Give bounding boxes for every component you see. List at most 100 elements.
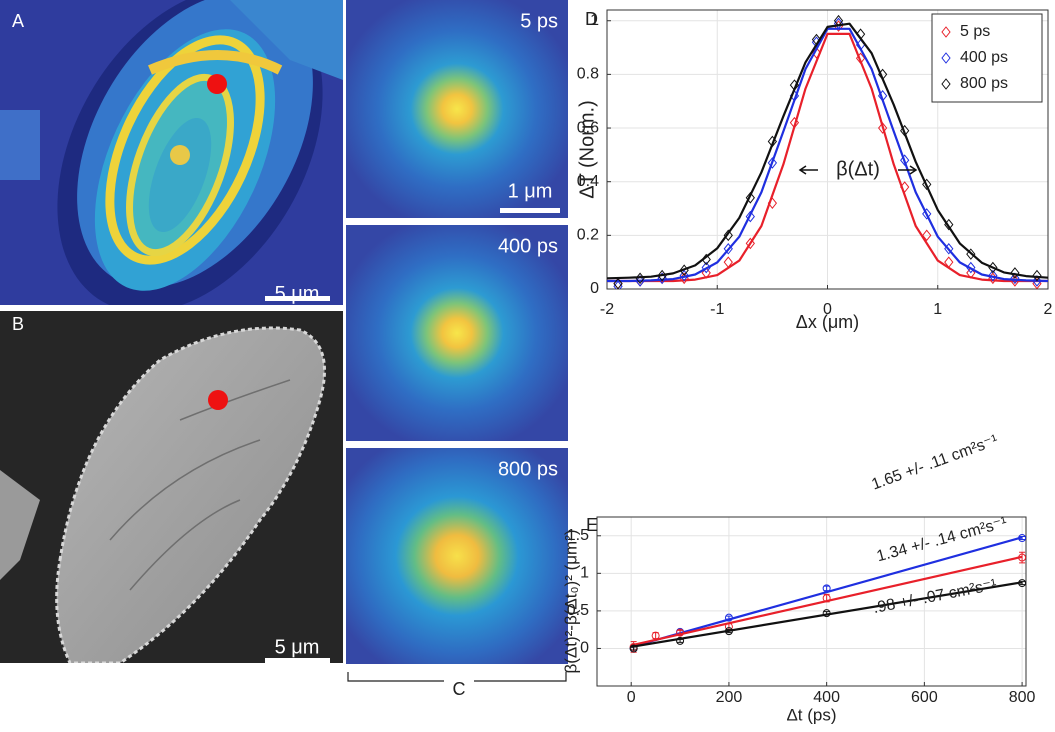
marker — [723, 256, 733, 268]
marker — [900, 124, 910, 137]
marker — [944, 256, 954, 268]
marker — [767, 135, 778, 148]
y-tick-label: 0.6 — [577, 119, 599, 136]
marker — [723, 229, 733, 242]
marker — [789, 79, 800, 91]
y-tick-label: 0.8 — [577, 66, 599, 83]
marker — [679, 264, 689, 277]
plot-frame — [606, 9, 1049, 290]
marker — [855, 52, 866, 65]
marker — [701, 261, 711, 274]
panel-label: B — [12, 314, 24, 334]
scale-bar-label: 5 μm — [275, 283, 320, 305]
marker — [635, 272, 645, 285]
scale-bar — [265, 296, 330, 301]
marker — [822, 609, 831, 618]
plot-frame — [596, 516, 1027, 687]
marker — [988, 269, 998, 282]
panel-a-image — [0, 0, 343, 305]
marker — [789, 116, 800, 129]
marker — [676, 636, 685, 645]
marker — [966, 248, 976, 260]
error-bar — [677, 638, 684, 643]
marker — [877, 68, 888, 81]
marker — [745, 191, 755, 204]
legend-marker — [941, 52, 951, 64]
marker — [822, 584, 831, 593]
x-tick-label: 1 — [933, 301, 942, 318]
marker — [833, 14, 844, 27]
legend-label: 400 ps — [960, 49, 1008, 66]
image-label: 400 ps — [498, 235, 558, 257]
error-bar — [725, 615, 732, 620]
marker — [922, 208, 932, 220]
marker — [745, 210, 755, 223]
x-tick-label: -2 — [600, 301, 614, 318]
marker — [900, 154, 910, 167]
error-bar — [725, 629, 732, 634]
x-tick-label: 800 — [1009, 689, 1036, 706]
marker — [1018, 553, 1026, 562]
panel-label: D — [585, 9, 598, 29]
x-axis-label: Δt (ps) — [786, 705, 836, 724]
x-tick-label: 2 — [1044, 301, 1053, 318]
marker — [767, 197, 778, 209]
x-tick-label: 200 — [716, 689, 743, 706]
panel-c-images — [346, 0, 568, 664]
marker — [1032, 275, 1042, 287]
marker — [679, 269, 689, 282]
y-tick-label: 1.5 — [567, 527, 589, 544]
x-tick-label: -1 — [710, 301, 724, 318]
marker — [701, 253, 711, 266]
marker — [1010, 267, 1020, 279]
marker — [900, 181, 910, 193]
panel-label: E — [586, 515, 598, 535]
marker — [629, 644, 638, 653]
marker — [745, 237, 755, 250]
x-tick-label: 400 — [813, 689, 840, 706]
scale-bar-label: 5 μm — [275, 636, 320, 658]
error-bar — [823, 611, 830, 616]
marker — [811, 47, 822, 59]
x-axis-label: Δx (μm) — [796, 312, 859, 332]
image-label: 5 ps — [520, 10, 558, 32]
y-tick-label: 1 — [590, 12, 599, 29]
arrow — [898, 165, 918, 175]
y-tick-label: 1 — [580, 565, 589, 582]
marker — [651, 631, 660, 640]
legend-label: 5 ps — [960, 23, 990, 40]
y-tick-label: 0.5 — [567, 602, 589, 619]
x-tick-label: 0 — [823, 301, 832, 318]
marker — [966, 267, 976, 279]
plot-marks — [607, 14, 1048, 289]
marker — [724, 627, 733, 636]
error-bar — [677, 629, 684, 636]
marker — [811, 33, 822, 46]
marker — [1018, 579, 1026, 588]
y-tick-label: 0.2 — [577, 227, 599, 244]
marker — [966, 261, 976, 274]
y-axis-label: ΔT (Norm.) — [576, 100, 598, 199]
marker — [922, 178, 932, 191]
annotation: β(Δt) — [836, 158, 880, 180]
error-bar — [630, 646, 637, 651]
marker — [988, 261, 998, 274]
x-tick-label: 600 — [911, 689, 938, 706]
marker — [1010, 272, 1020, 285]
marker — [877, 122, 888, 134]
marker — [877, 90, 888, 102]
panel-label: A — [12, 11, 24, 31]
plot-marks — [629, 534, 1026, 653]
legend-marker — [941, 26, 951, 38]
marker — [613, 277, 623, 289]
fit-line — [607, 32, 1048, 283]
marker — [922, 229, 932, 242]
marker — [701, 267, 711, 279]
legend-label: 800 ps — [960, 75, 1008, 92]
y-tick-label: 0.4 — [577, 173, 599, 190]
marker — [657, 269, 667, 282]
marker — [767, 157, 778, 169]
marker — [1018, 534, 1026, 543]
